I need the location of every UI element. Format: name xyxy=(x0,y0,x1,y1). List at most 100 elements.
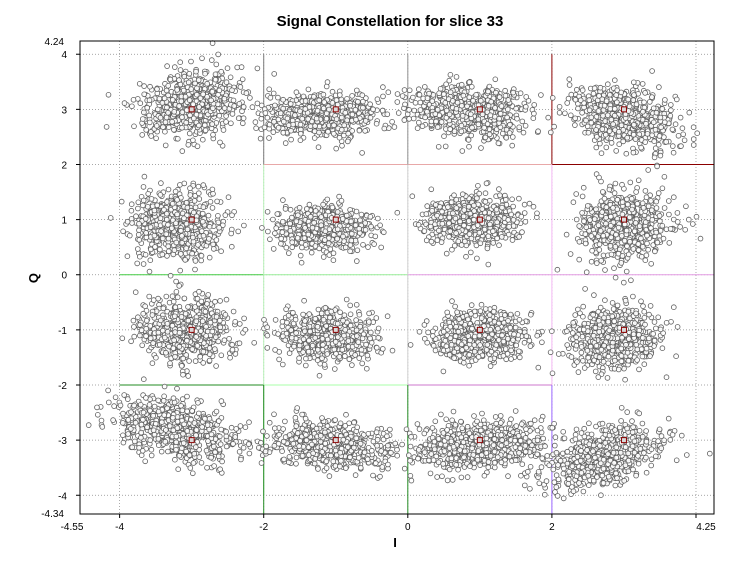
scatter-point xyxy=(334,226,341,233)
scatter-point xyxy=(129,103,135,110)
scatter-point xyxy=(348,231,355,237)
scatter-point xyxy=(288,127,294,134)
scatter-point xyxy=(192,204,199,211)
scatter-point xyxy=(415,222,422,228)
scatter-point xyxy=(657,114,664,121)
scatter-point xyxy=(279,219,286,225)
scatter-point xyxy=(389,119,395,125)
scatter-point xyxy=(508,211,515,218)
scatter-point xyxy=(458,128,465,135)
scatter-point xyxy=(229,243,235,250)
scatter-point xyxy=(657,152,664,159)
scatter-point xyxy=(166,248,172,255)
scatter-point xyxy=(502,196,509,203)
scatter-point xyxy=(426,90,432,97)
scatter-point xyxy=(449,98,456,104)
scatter-point xyxy=(297,121,304,128)
scatter-point xyxy=(289,239,296,246)
scatter-point xyxy=(151,207,158,214)
scatter-point xyxy=(477,240,484,247)
scatter-point xyxy=(127,232,133,239)
scatter-point xyxy=(620,279,627,286)
scatter-point xyxy=(339,143,345,149)
scatter-point xyxy=(419,123,426,129)
scatter-point xyxy=(469,124,475,131)
scatter-point xyxy=(379,107,386,114)
scatter-point xyxy=(373,120,380,127)
scatter-point xyxy=(380,93,386,100)
scatter-point xyxy=(514,115,520,122)
scatter-point xyxy=(374,215,381,222)
scatter-point xyxy=(297,252,304,259)
scatter-point xyxy=(333,145,340,152)
scatter-point xyxy=(611,77,618,83)
scatter-point xyxy=(333,116,340,122)
scatter-point xyxy=(206,236,212,242)
scatter-point xyxy=(209,89,216,95)
scatter-point xyxy=(295,212,301,219)
scatter-point xyxy=(153,135,159,142)
scatter-point xyxy=(178,98,185,104)
scatter-point xyxy=(136,81,143,87)
scatter-point xyxy=(249,104,256,110)
scatter-point xyxy=(188,58,194,65)
scatter-point xyxy=(630,97,637,103)
scatter-point xyxy=(194,143,201,150)
scatter-point xyxy=(183,245,190,252)
scatter-point xyxy=(221,95,228,102)
scatter-point xyxy=(121,100,128,106)
scatter-point xyxy=(572,122,578,128)
scatter-point xyxy=(278,235,285,242)
scatter-point xyxy=(187,112,193,118)
scatter-point xyxy=(196,122,202,129)
scatter-point xyxy=(490,240,497,246)
scatter-point xyxy=(347,102,353,109)
scatter-point xyxy=(467,249,474,256)
scatter-point xyxy=(458,81,465,88)
scatter-point xyxy=(626,103,633,110)
scatter-point xyxy=(567,251,574,257)
scatter-point xyxy=(656,133,663,139)
scatter-point xyxy=(502,87,508,94)
scatter-point xyxy=(316,129,322,136)
scatter-point xyxy=(556,110,563,116)
scatter-point xyxy=(338,126,345,133)
scatter-point xyxy=(653,110,660,116)
scatter-point xyxy=(627,179,634,186)
scatter-point xyxy=(457,218,463,225)
scatter-point xyxy=(165,109,171,116)
scatter-point xyxy=(293,89,300,95)
scatter-point xyxy=(577,97,584,103)
scatter-point xyxy=(406,87,413,94)
scatter-point xyxy=(200,210,206,217)
scatter-point xyxy=(602,131,609,138)
scatter-point xyxy=(326,226,333,233)
scatter-point xyxy=(294,235,301,241)
scatter-point xyxy=(235,228,242,235)
scatter-point xyxy=(424,203,431,209)
scatter-point xyxy=(421,84,428,90)
scatter-point xyxy=(103,124,110,130)
scatter-point xyxy=(464,103,470,110)
scatter-point xyxy=(658,124,664,130)
scatter-point xyxy=(519,118,526,125)
scatter-point xyxy=(336,134,343,141)
scatter-point xyxy=(311,135,318,141)
scatter-point xyxy=(648,198,654,204)
scatter-point xyxy=(345,130,352,137)
scatter-point xyxy=(223,119,229,125)
scatter-point xyxy=(284,115,291,122)
scatter-point xyxy=(173,239,180,246)
scatter-point xyxy=(140,197,147,204)
scatter-point xyxy=(487,221,493,228)
scatter-point xyxy=(362,118,369,124)
scatter-point xyxy=(165,235,172,242)
scatter-point xyxy=(370,106,376,113)
scatter-point xyxy=(493,89,499,96)
scatter-point xyxy=(190,234,196,241)
scatter-point xyxy=(161,207,167,213)
scatter-point xyxy=(641,99,647,106)
scatter-point xyxy=(468,132,475,139)
scatter-point xyxy=(642,90,648,96)
scatter-point xyxy=(535,128,541,135)
